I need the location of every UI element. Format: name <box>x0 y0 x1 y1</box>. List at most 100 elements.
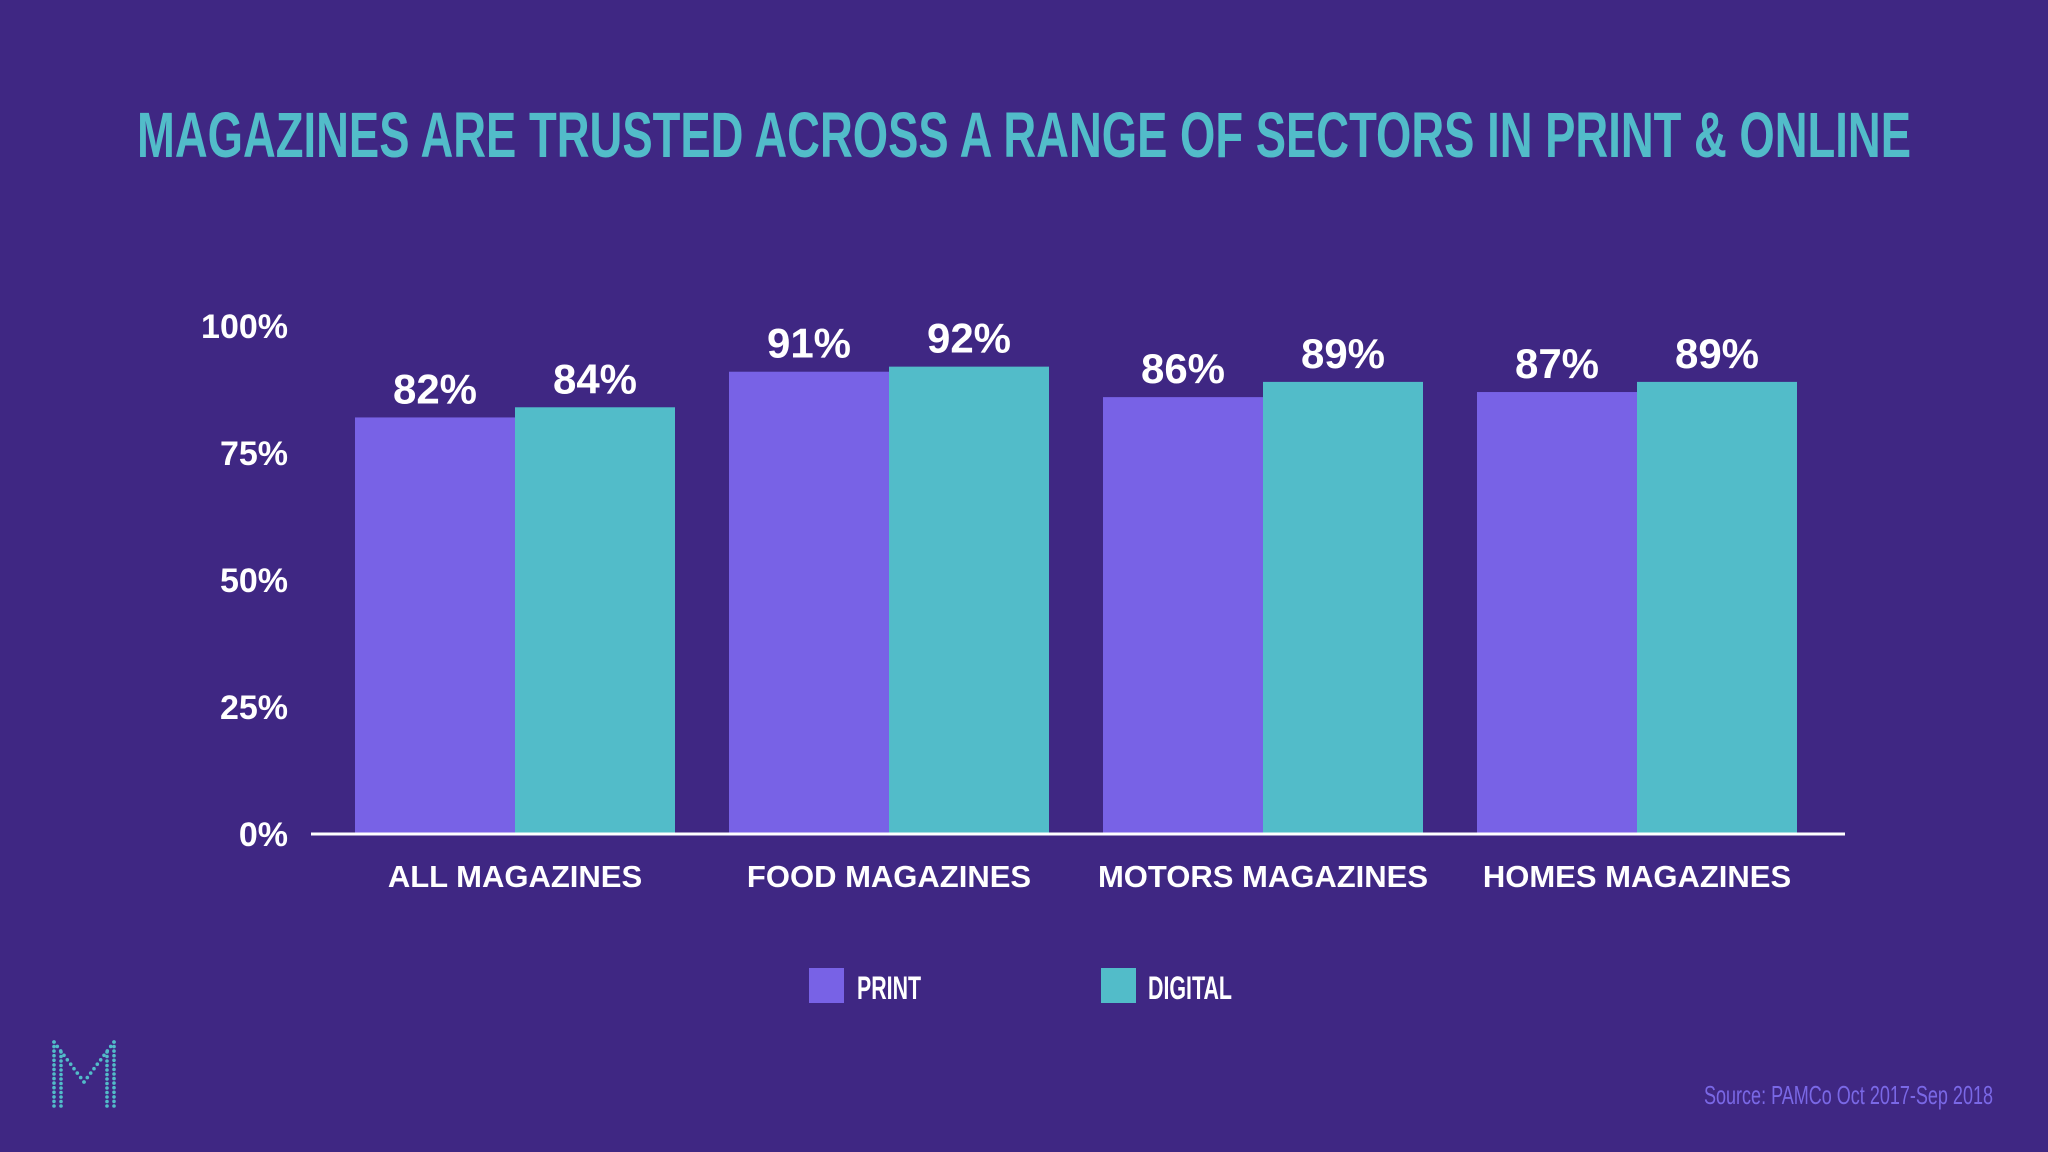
logo-dot <box>105 1072 109 1077</box>
logo-dot <box>112 1099 116 1104</box>
logo-dot <box>55 1044 60 1049</box>
logo-dot <box>112 1090 116 1095</box>
bar-print <box>729 371 889 834</box>
logo-dot <box>68 1062 73 1066</box>
data-label-print: 87% <box>1515 340 1599 387</box>
legend-label-digital: DIGITAL <box>1148 970 1232 1006</box>
data-label-digital: 89% <box>1675 330 1759 377</box>
logo-dot <box>105 1063 109 1068</box>
logo-dot <box>112 1104 116 1108</box>
logo-dot <box>52 1067 56 1072</box>
logo-dot <box>62 1053 66 1058</box>
logo-dot <box>112 1095 116 1099</box>
logo-dot <box>105 1059 109 1063</box>
source-note: Source: PAMCo Oct 2017-Sep 2018 <box>1704 1080 1993 1110</box>
logo-dot <box>52 1104 56 1108</box>
y-axis: 0% 25% 50% 75% 100% <box>201 308 288 854</box>
bar-digital <box>1637 381 1797 834</box>
logo-dot <box>95 1062 100 1066</box>
logo-dot <box>75 1071 80 1075</box>
logo-dot <box>105 1054 109 1059</box>
x-tick-label: ALL MAGAZINES <box>388 859 642 894</box>
bar-digital <box>515 407 675 834</box>
bar-digital <box>889 366 1049 834</box>
logo-dot <box>65 1058 70 1062</box>
logo-dot <box>52 1095 56 1099</box>
x-tick-label: FOOD MAGAZINES <box>747 859 1031 894</box>
logo-dot <box>105 1086 109 1090</box>
chart-title: MAGAZINES ARE TRUSTED ACROSS A RANGE OF … <box>137 99 1911 171</box>
logo-dot <box>52 1053 56 1058</box>
bar-print <box>355 417 515 834</box>
y-tick-label: 0% <box>239 816 288 854</box>
y-tick-label: 25% <box>220 689 288 727</box>
logo-dot <box>112 1053 116 1058</box>
data-label-print: 86% <box>1141 345 1225 392</box>
logo-dot <box>112 1072 116 1076</box>
data-label-print: 91% <box>767 320 851 367</box>
logo-dot <box>52 1099 56 1104</box>
data-label-digital: 89% <box>1301 330 1385 377</box>
logo-dot <box>105 1081 109 1086</box>
y-tick-label: 75% <box>220 435 288 473</box>
data-labels: 82% 84% 91% 92% 86% 89% 87% 89% <box>393 315 1759 413</box>
logo-dot <box>112 1067 116 1072</box>
bar-group <box>355 366 1797 834</box>
logo-dot <box>59 1050 63 1054</box>
logo-dot <box>108 1044 113 1049</box>
logo-dot <box>112 1063 116 1067</box>
x-tick-label: HOMES MAGAZINES <box>1483 859 1791 894</box>
logo-dot <box>98 1058 103 1062</box>
legend-item-print: PRINT <box>809 968 921 1006</box>
legend-swatch-digital <box>1101 968 1136 1003</box>
logo-dot <box>85 1075 90 1080</box>
logo-dot <box>112 1058 116 1063</box>
logo-dot <box>59 1059 63 1063</box>
logo-dot <box>52 1058 56 1063</box>
logo-dot <box>52 1044 56 1049</box>
m-logo-icon <box>52 1040 116 1108</box>
logo-dot <box>112 1040 116 1044</box>
logo-dot <box>52 1081 56 1085</box>
bar-print <box>1103 397 1263 834</box>
logo-dot <box>112 1076 116 1081</box>
logo-dot <box>112 1081 116 1085</box>
data-label-print: 82% <box>393 365 477 412</box>
logo-dot <box>105 1090 109 1095</box>
logo-dot <box>105 1077 109 1081</box>
logo-dot <box>72 1066 76 1071</box>
logo-dot <box>112 1044 116 1049</box>
logo-dot <box>59 1054 63 1059</box>
logo-dot <box>59 1090 63 1095</box>
logo-dot <box>105 1104 109 1108</box>
y-tick-label: 50% <box>220 562 288 600</box>
logo-dot <box>82 1080 86 1084</box>
logo-dot <box>59 1086 63 1090</box>
logo-dot <box>52 1090 56 1095</box>
logo-dot <box>59 1095 63 1099</box>
data-label-digital: 84% <box>553 355 637 402</box>
logo-dot <box>59 1063 63 1068</box>
logo-dot <box>105 1050 109 1054</box>
logo-dot <box>88 1071 93 1075</box>
logo-dot <box>92 1066 96 1071</box>
y-tick-label: 100% <box>201 308 288 346</box>
logo-dot <box>102 1053 106 1058</box>
logo-dot <box>105 1095 109 1099</box>
logo-dot <box>59 1068 63 1072</box>
logo-dot <box>105 1068 109 1072</box>
logo-dot <box>112 1085 116 1090</box>
logo-dot <box>52 1085 56 1090</box>
data-label-digital: 92% <box>927 315 1011 362</box>
logo-dot <box>78 1075 83 1080</box>
logo-dot <box>59 1072 63 1077</box>
x-tick-label: MOTORS MAGAZINES <box>1098 859 1428 894</box>
logo-dot <box>59 1081 63 1086</box>
bar-digital <box>1263 381 1423 834</box>
logo-dot <box>105 1099 109 1104</box>
logo-dot <box>59 1104 63 1108</box>
legend-swatch-print <box>809 968 844 1003</box>
logo-dot <box>52 1040 56 1044</box>
